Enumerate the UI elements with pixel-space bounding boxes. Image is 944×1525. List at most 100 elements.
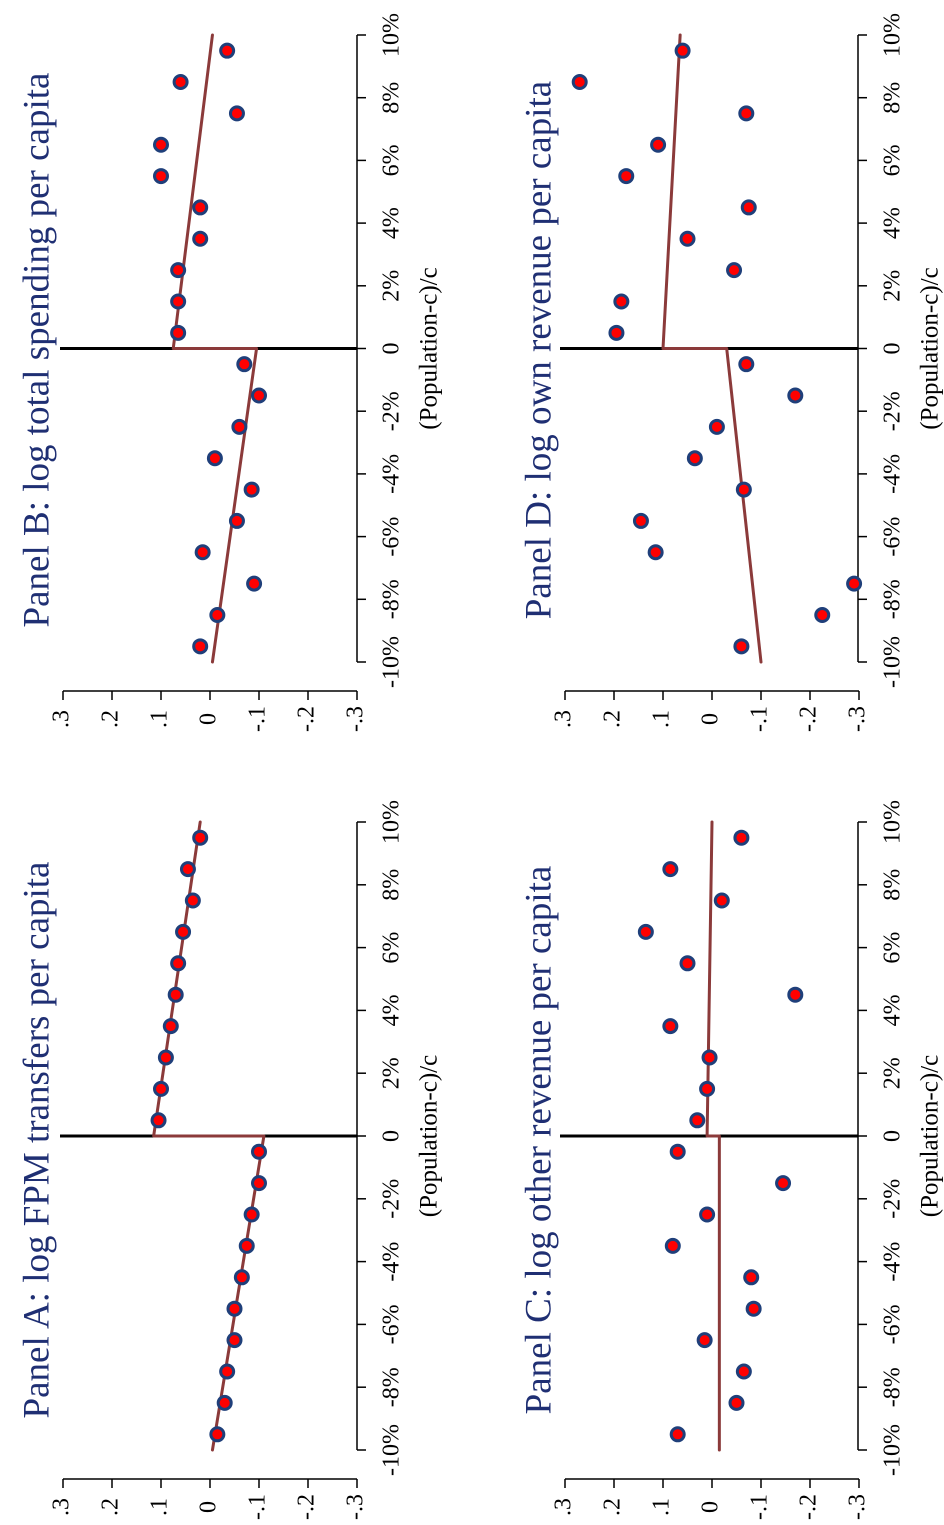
panel-a-point bbox=[175, 923, 192, 940]
panel-d-point bbox=[632, 512, 649, 529]
panel-a-y-tick-label: .1 bbox=[147, 1498, 173, 1516]
panel-d-x-tick-label: -8% bbox=[880, 579, 906, 619]
panel-a-point bbox=[226, 1300, 243, 1317]
panel-a-x-tick-label: 2% bbox=[379, 1057, 405, 1089]
panel-b-point bbox=[172, 74, 189, 91]
panel-b-x-tick-label: 10% bbox=[379, 13, 405, 57]
panel-b-point bbox=[192, 199, 209, 216]
panel-b: Panel B: log total spending per capita -1… bbox=[16, 13, 442, 732]
panel-d-y-tick-label: .3 bbox=[551, 710, 577, 728]
panel-b-x-tick-label: -10% bbox=[379, 636, 405, 688]
panel-b-x-tick-label: -4% bbox=[379, 454, 405, 494]
panel-c-point bbox=[713, 892, 730, 909]
panel-c-point bbox=[728, 1394, 745, 1411]
panel-b-x-tick-label: 8% bbox=[379, 82, 405, 114]
panel-c-x-tick-label: 4% bbox=[880, 994, 906, 1026]
panel-b-point bbox=[209, 606, 226, 623]
panel-a-y-tick-label: 0 bbox=[196, 1501, 222, 1513]
panel-b-point bbox=[153, 168, 169, 185]
panel-a-point bbox=[251, 1143, 267, 1160]
panel-c-x-axis-label: (Population-c)/c bbox=[917, 1055, 944, 1217]
panel-d-title: Panel D: log own revenue per capita bbox=[518, 81, 559, 619]
panel-b-point bbox=[228, 512, 245, 529]
panel-a-point bbox=[179, 861, 196, 878]
panel-a-point bbox=[209, 1426, 226, 1443]
panel-c-x-tick-label: -8% bbox=[880, 1367, 906, 1407]
panel-a-x-tick-label: 6% bbox=[379, 932, 405, 964]
panel-a-point bbox=[233, 1269, 250, 1286]
panel-a-point bbox=[184, 892, 201, 909]
panel-d-x-tick-label: 8% bbox=[880, 82, 906, 114]
panel-d-fit bbox=[661, 33, 763, 664]
panel-c-point bbox=[701, 1049, 718, 1066]
panel-c-x-tick-label: -4% bbox=[880, 1242, 906, 1282]
panel-b-x-tick-label: -2% bbox=[379, 391, 405, 431]
panel-d-point bbox=[735, 481, 752, 498]
panel-d-fit-right bbox=[661, 33, 682, 350]
panel-d-point bbox=[738, 356, 755, 373]
panel-d: Panel D: log own revenue per capita -10% -… bbox=[518, 13, 943, 732]
panel-d-point bbox=[708, 418, 725, 435]
panel-c-y-tick-label: .2 bbox=[600, 1498, 626, 1516]
panel-b-x-tick-label: -6% bbox=[379, 517, 405, 557]
panel-b-y-tick-label: 0 bbox=[196, 713, 222, 725]
panel-a-point bbox=[243, 1206, 260, 1223]
panel-a-point bbox=[251, 1175, 267, 1192]
panel-c-x-tick-label: 10% bbox=[880, 800, 906, 844]
panel-a-y-tick-label: -.2 bbox=[294, 1494, 320, 1520]
panel-c-y-tick-label: .1 bbox=[649, 1498, 675, 1516]
panel-c-x-tick-label: 2% bbox=[880, 1057, 906, 1089]
panel-d-point bbox=[787, 387, 804, 404]
panel-d-y-tick-label: .1 bbox=[649, 710, 675, 728]
panel-d-x-tick-label: 10% bbox=[880, 13, 906, 57]
panel-c-x-tick-label: 6% bbox=[880, 932, 906, 964]
panel-b-point bbox=[194, 544, 211, 561]
panel-c-point bbox=[664, 1237, 681, 1254]
panel-c-point bbox=[733, 829, 750, 846]
panel-d-x-tick-label: -10% bbox=[880, 636, 906, 688]
panel-c-point bbox=[679, 955, 696, 972]
panel-d-fit-left bbox=[725, 347, 763, 664]
panel-a-point bbox=[150, 1112, 167, 1129]
panel-c-point bbox=[745, 1300, 762, 1317]
panel-b-point bbox=[246, 575, 263, 592]
panel-d-point bbox=[618, 168, 635, 185]
panel-d-point bbox=[733, 638, 750, 655]
panel-a-title: Panel A: log FPM transfers per capita bbox=[16, 862, 57, 1419]
panel-b-point bbox=[192, 230, 209, 247]
panel-d-x-tick-label: 4% bbox=[880, 207, 906, 239]
panel-d-point bbox=[650, 136, 667, 153]
panel-d-x-tick-label: 2% bbox=[880, 270, 906, 302]
panel-c-point bbox=[775, 1175, 792, 1192]
panel-b-x-tick-label: 2% bbox=[379, 270, 405, 302]
panel-a-x-tick-label: 4% bbox=[379, 994, 405, 1026]
panel-c-y-tick-label: -.2 bbox=[796, 1494, 822, 1520]
panel-c-point bbox=[689, 1112, 706, 1129]
panel-a-point bbox=[162, 1018, 179, 1035]
panel-c: Panel C: log other revenue per capita -10… bbox=[518, 800, 943, 1520]
panel-d-x-tick-label: 0 bbox=[880, 343, 906, 355]
panel-a: Panel A: log FPM transfers per capita -10… bbox=[16, 800, 442, 1520]
panel-b-y-tick-label: .2 bbox=[98, 710, 124, 728]
panel-a-point bbox=[153, 1080, 169, 1097]
panel-c-point bbox=[637, 923, 654, 940]
panel-c-x-tick-label: 8% bbox=[880, 869, 906, 901]
panel-d-point bbox=[613, 293, 630, 310]
panel-a-x-tick-label: 8% bbox=[379, 869, 405, 901]
panel-d-point bbox=[647, 544, 664, 561]
panel-b-point bbox=[228, 105, 245, 122]
panel-d-y-tick-label: 0 bbox=[698, 713, 724, 725]
panel-b-x-tick-label: -8% bbox=[379, 579, 405, 619]
panel-b-point bbox=[206, 450, 223, 467]
panel-b-y-tick-label: -.3 bbox=[343, 706, 369, 732]
panel-d-point bbox=[726, 262, 743, 279]
panel-d-x-tick-label: 6% bbox=[880, 144, 906, 176]
panel-c-y-tick-label: -.3 bbox=[845, 1494, 871, 1520]
panel-d-point bbox=[738, 105, 755, 122]
panel-c-point bbox=[662, 861, 679, 878]
panel-a-x-tick-label: 10% bbox=[379, 800, 405, 844]
panel-b-point bbox=[170, 324, 187, 341]
panel-c-point bbox=[699, 1080, 716, 1097]
panel-b-y-tick-label: .1 bbox=[147, 710, 173, 728]
